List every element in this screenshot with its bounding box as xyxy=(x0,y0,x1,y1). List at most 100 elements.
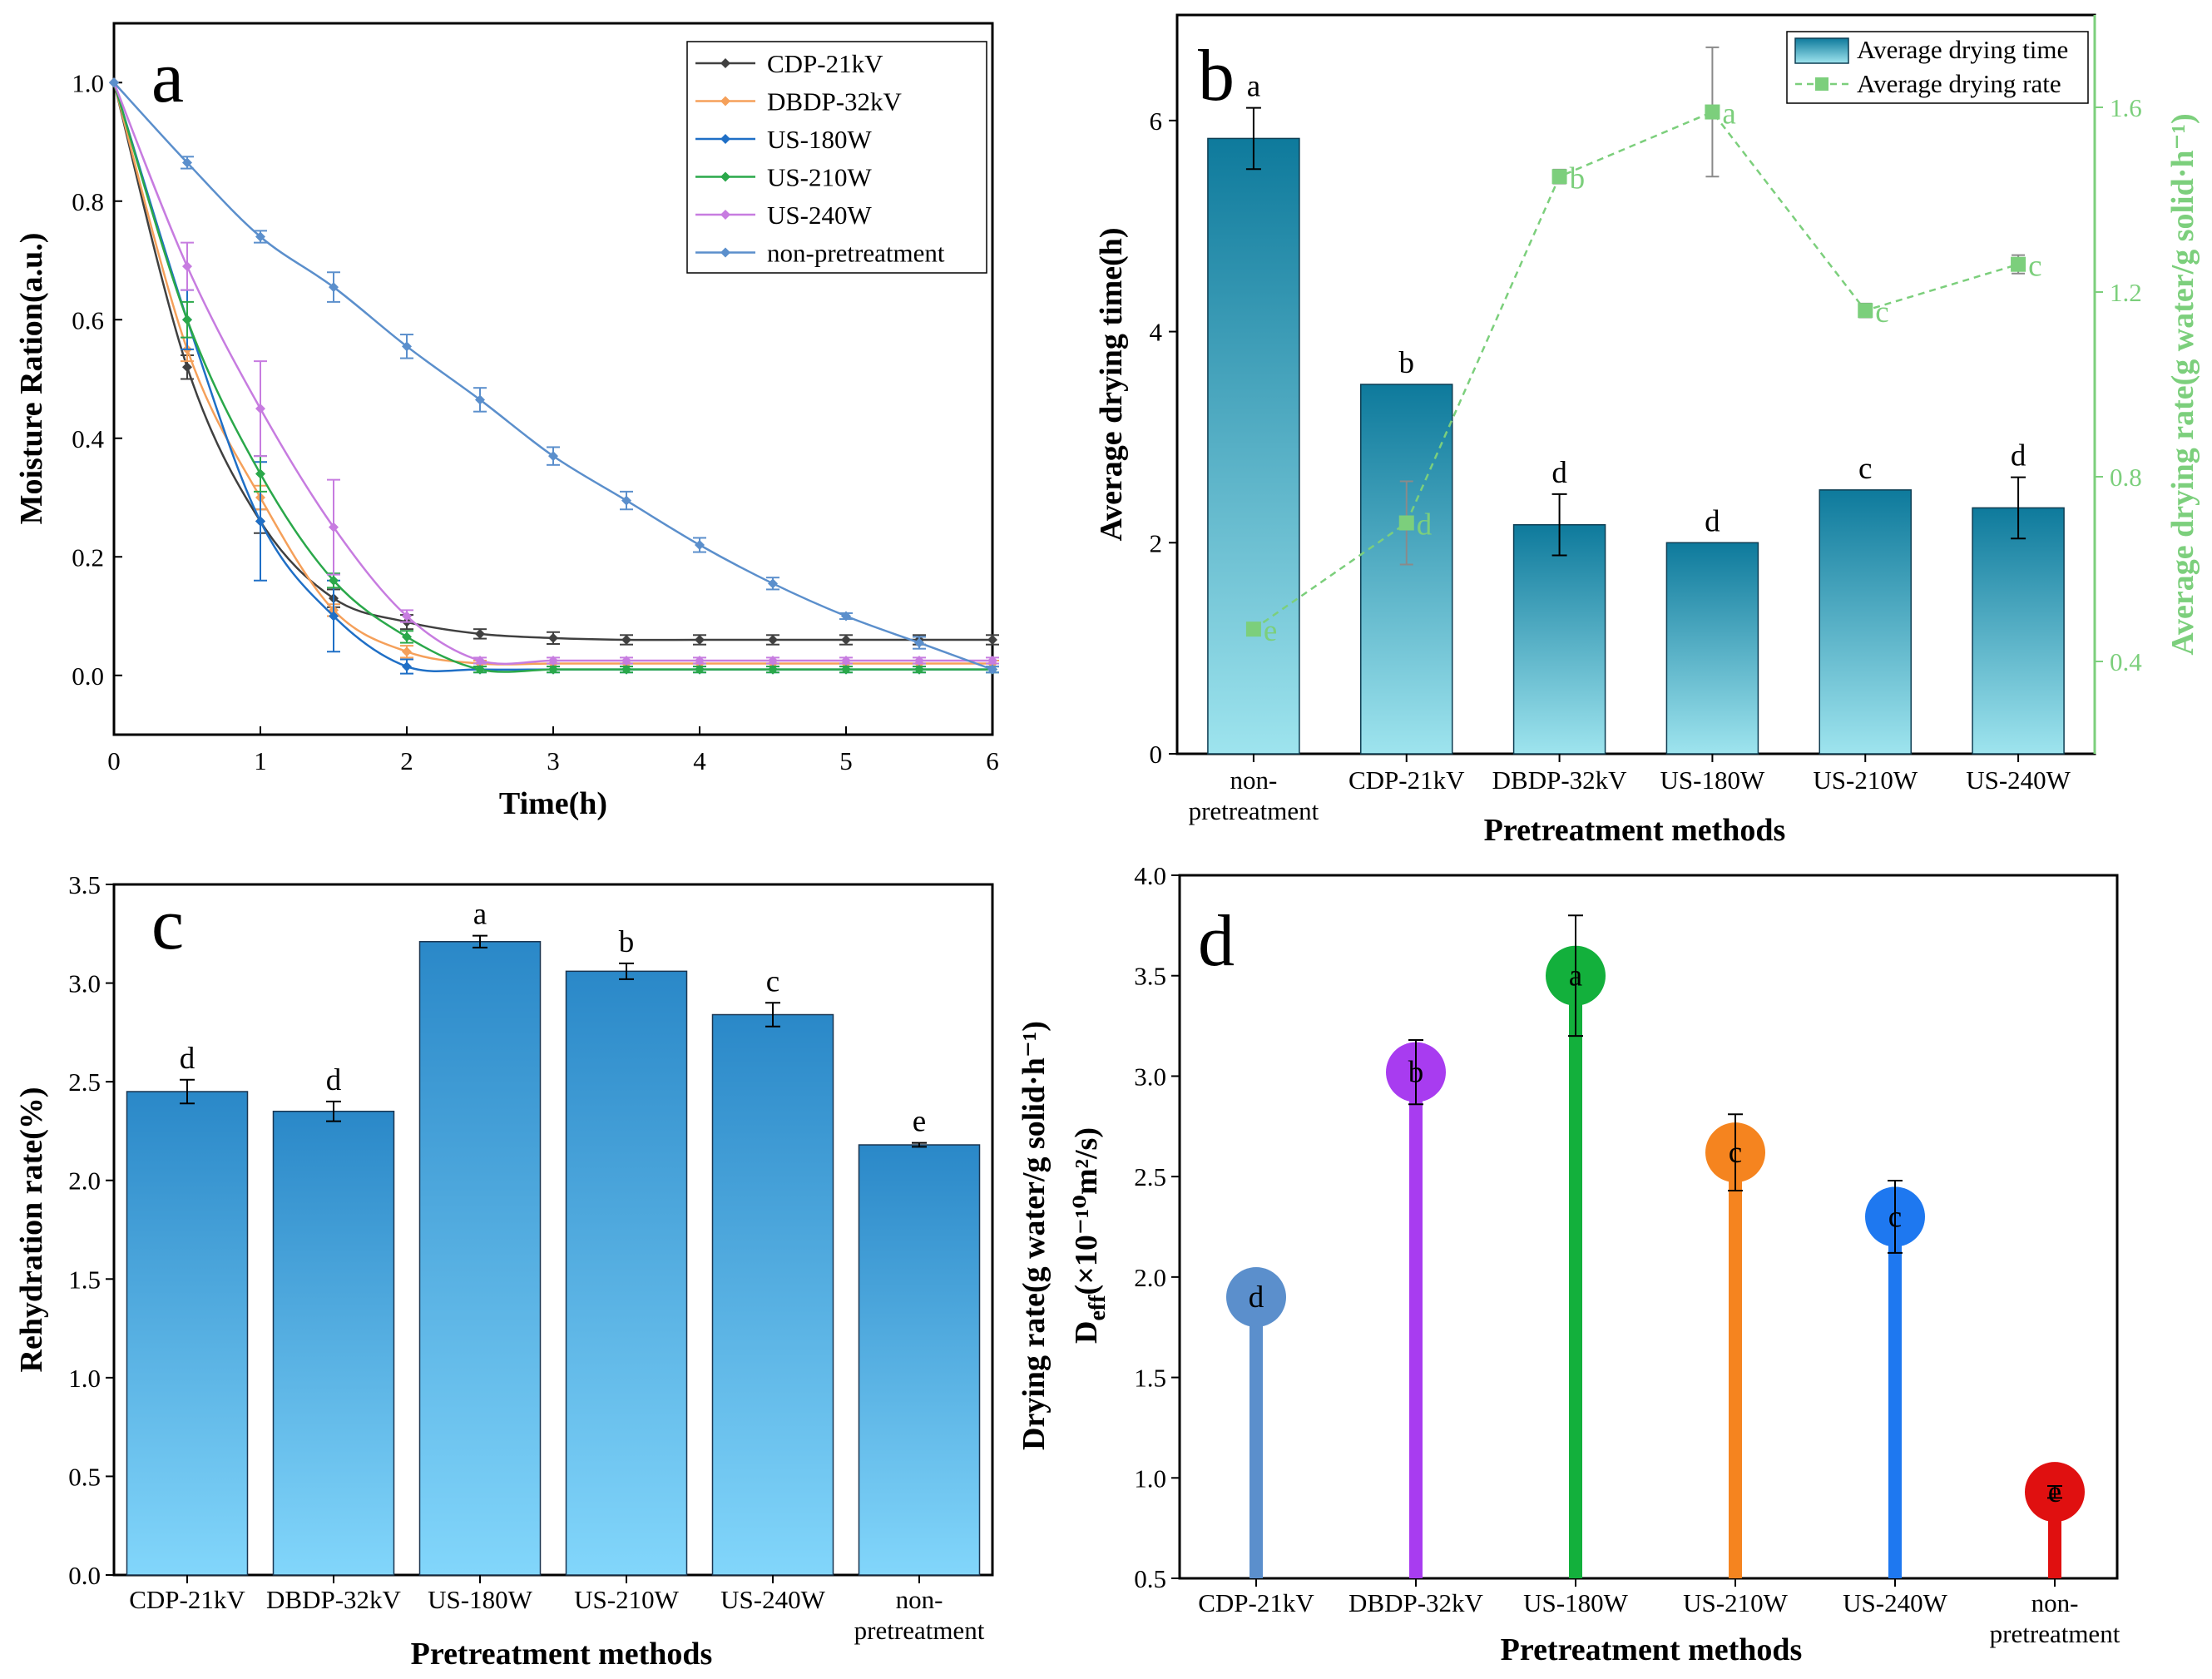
bar xyxy=(272,1110,395,1576)
legend-label: US-180W xyxy=(767,125,872,154)
panel-d-ylabel-deff: Deff(×10⁻¹⁰m²/s) xyxy=(1069,1127,1111,1344)
significance-letter: d xyxy=(1705,504,1720,538)
data-point xyxy=(182,261,192,272)
data-point xyxy=(329,611,339,622)
category-label: DBDP-32kV xyxy=(1492,765,1628,795)
category-label: US-180W xyxy=(1660,765,1765,795)
legend-drying-time: Average drying time xyxy=(1857,35,2068,64)
panel-a-ticks: 0 1 2 3 4 5 6 0.0 0.2 0.4 0.6 0.8 1.0 xyxy=(72,68,999,775)
data-point xyxy=(402,631,412,642)
panel-a: a 0 1 2 3 4 5 6 0.0 0.2 0.4 0.6 0.8 1.0 Time(h) Mois… xyxy=(14,22,999,821)
y-right-tick-label: 0.4 xyxy=(2110,647,2142,676)
data-point xyxy=(914,637,924,648)
legend-marker xyxy=(720,210,730,220)
rate-letter: e xyxy=(1264,614,1277,648)
category-label: US-240W xyxy=(1966,765,2071,795)
significance-letter: e xyxy=(2048,1475,2061,1509)
data-point xyxy=(841,664,851,675)
x-tick-label: 0 xyxy=(107,746,121,775)
rate-point xyxy=(1858,303,1873,319)
y-tick-label: 3.0 xyxy=(1134,1062,1166,1091)
data-point xyxy=(841,635,851,645)
significance-letter: d xyxy=(1249,1280,1264,1315)
x-tick-label: 3 xyxy=(547,746,560,775)
rate-point xyxy=(1705,104,1720,120)
panel-c-ylabel: Rehydration rate(%) xyxy=(14,1087,49,1373)
y-tick-label: 3.5 xyxy=(1134,962,1166,991)
legend-marker xyxy=(720,171,730,182)
data-point xyxy=(475,394,485,405)
category-label: US-240W xyxy=(1843,1588,1947,1617)
bar xyxy=(418,941,542,1576)
panel-b-xlabel: Pretreatment methods xyxy=(1484,813,1786,848)
data-point xyxy=(548,451,558,462)
y-right-tick-label: 1.2 xyxy=(2110,278,2142,307)
panel-d-xlabel: Pretreatment methods xyxy=(1501,1632,1803,1667)
panel-c-xlabel: Pretreatment methods xyxy=(411,1637,713,1672)
y-tick-label: 0.0 xyxy=(72,661,104,691)
y-tick-label: 0.4 xyxy=(72,424,104,453)
category-label: non- xyxy=(2031,1588,2079,1617)
significance-letter: b xyxy=(1399,346,1415,380)
lollipop-head xyxy=(1226,1267,1286,1327)
rate-point xyxy=(1551,169,1567,185)
data-point xyxy=(548,655,558,666)
data-point xyxy=(329,522,339,532)
panel-a-label: a xyxy=(151,37,184,118)
legend-label: non-pretreatment xyxy=(767,239,945,268)
bar xyxy=(1665,542,1759,755)
x-tick-label: 6 xyxy=(986,746,999,775)
bar xyxy=(1512,523,1606,755)
x-tick-label: 1 xyxy=(254,746,267,775)
x-tick-label: 4 xyxy=(693,746,706,775)
series-line xyxy=(113,82,993,671)
panel-b-ticks: non-pretreatment CDP-21kV DBDP-32kV US-180W… xyxy=(1150,93,2143,825)
data-point xyxy=(695,655,705,666)
data-point xyxy=(475,628,485,639)
y-tick-label: 0.8 xyxy=(72,187,104,216)
data-point xyxy=(768,664,778,675)
category-label: CDP-21kV xyxy=(1348,765,1465,795)
panel-c: c d d a b c e CDP-21kV DBDP-32kV US-180W US-210W… xyxy=(14,870,994,1672)
data-point xyxy=(695,635,705,645)
y-tick-label: 1.5 xyxy=(68,1265,101,1294)
panel-d-marks: d b a c c e xyxy=(1226,914,2085,1578)
data-point xyxy=(621,495,631,506)
panel-d-ylabel: Drying rate(g water/g solid·h⁻¹) xyxy=(1017,1021,1052,1450)
panel-a-legend: CDP-21kV DBDP-32kV US-180W US-210W US-240W no… xyxy=(686,41,987,274)
category-label: DBDP-32kV xyxy=(1348,1588,1484,1617)
panel-b-legend: Average drying time Average drying rate xyxy=(1786,31,2089,104)
data-point xyxy=(402,341,412,352)
legend-marker xyxy=(720,134,730,144)
panel-c-frame xyxy=(112,883,994,1577)
bar xyxy=(858,1144,981,1576)
significance-letter: a xyxy=(473,898,487,932)
data-point xyxy=(621,664,631,675)
significance-letter: d xyxy=(2011,439,2026,473)
data-point xyxy=(402,661,412,672)
category-label: US-210W xyxy=(574,1585,679,1614)
data-point xyxy=(768,578,778,589)
panel-b-ylabel: Average drying time(h) xyxy=(1094,227,1129,541)
data-point xyxy=(768,635,778,645)
panel-b-frame xyxy=(1175,13,2096,755)
data-point xyxy=(255,468,265,479)
legend-label: CDP-21kV xyxy=(767,49,883,78)
y-tick-label: 3.0 xyxy=(68,969,101,998)
panel-b-bars: a b d d c d xyxy=(1207,70,2065,755)
category-label: pretreatment xyxy=(1990,1619,2120,1648)
data-point xyxy=(475,664,485,675)
data-point xyxy=(987,635,997,645)
significance-letter: d xyxy=(1551,456,1567,490)
legend-rate-marker xyxy=(1815,77,1828,91)
category-label: US-210W xyxy=(1813,765,1918,795)
y-tick-label: 0.5 xyxy=(68,1462,101,1491)
x-tick-label: 5 xyxy=(839,746,853,775)
data-point xyxy=(255,516,265,527)
data-point xyxy=(987,664,997,675)
data-point xyxy=(841,611,851,622)
data-point xyxy=(621,635,631,645)
data-point xyxy=(329,575,339,586)
data-point xyxy=(182,157,192,168)
series-line xyxy=(112,82,992,641)
